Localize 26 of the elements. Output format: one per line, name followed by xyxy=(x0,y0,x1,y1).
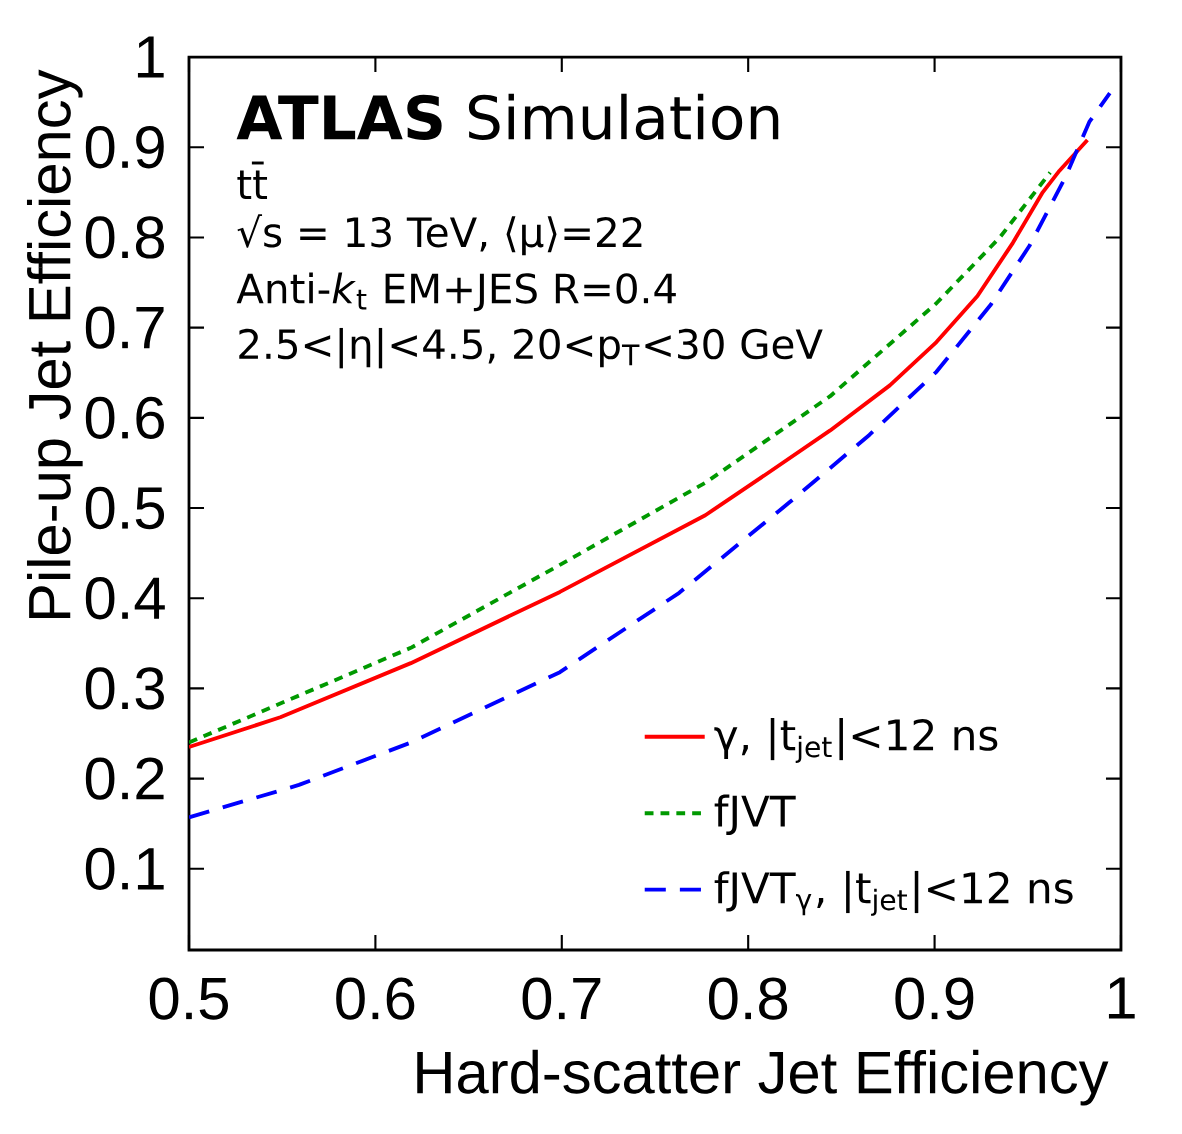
annotation: 2.5<|η|<4.5, 20<p$_{T}$<30 GeV xyxy=(239,327,823,369)
x-tick-label: 0.9 xyxy=(895,977,974,1020)
annotation: Anti-k$_{t}$ EM+JES R=0.4 xyxy=(236,272,676,312)
y-tick-label: 0.6 xyxy=(85,396,164,439)
legend-label: fJVT$_{γ}$, |t$_{jet}$|<12 ns xyxy=(714,870,1073,916)
x-tick-label: 0.8 xyxy=(708,977,788,1020)
x-tick-label: 0.6 xyxy=(336,977,415,1020)
legend-label: γ, |t$_{jet}$|<12 ns xyxy=(714,717,998,763)
y-tick-label: 0.7 xyxy=(85,306,164,349)
y-tick-label: 0.5 xyxy=(85,486,165,530)
x-axis-title: Hard-scatter Jet Efficiency xyxy=(417,1049,1109,1106)
y-tick-label: 0.8 xyxy=(85,216,164,259)
annotation: ATLAS Simulation xyxy=(236,93,779,140)
y-tick-label: 0.4 xyxy=(85,577,165,620)
x-tick-label: 0.5 xyxy=(149,977,228,1020)
y-tick-label: 0.9 xyxy=(85,126,164,169)
y-tick-label: 0.2 xyxy=(85,757,164,800)
y-tick-label: 0.1 xyxy=(85,847,164,890)
y-tick-label: 1 xyxy=(137,36,164,78)
y-axis-title: Pile-up Jet Efficiency xyxy=(26,69,83,619)
annotation: √s = 13 TeV, ⟨μ⟩=22 xyxy=(237,214,642,256)
y-tick-label: 0.3 xyxy=(85,667,164,710)
annotation: tt̄ xyxy=(237,161,268,199)
legend-label: fJVT xyxy=(714,794,796,836)
x-tick-label: 0.7 xyxy=(522,977,601,1020)
x-tick-label: 1 xyxy=(1108,977,1135,1019)
